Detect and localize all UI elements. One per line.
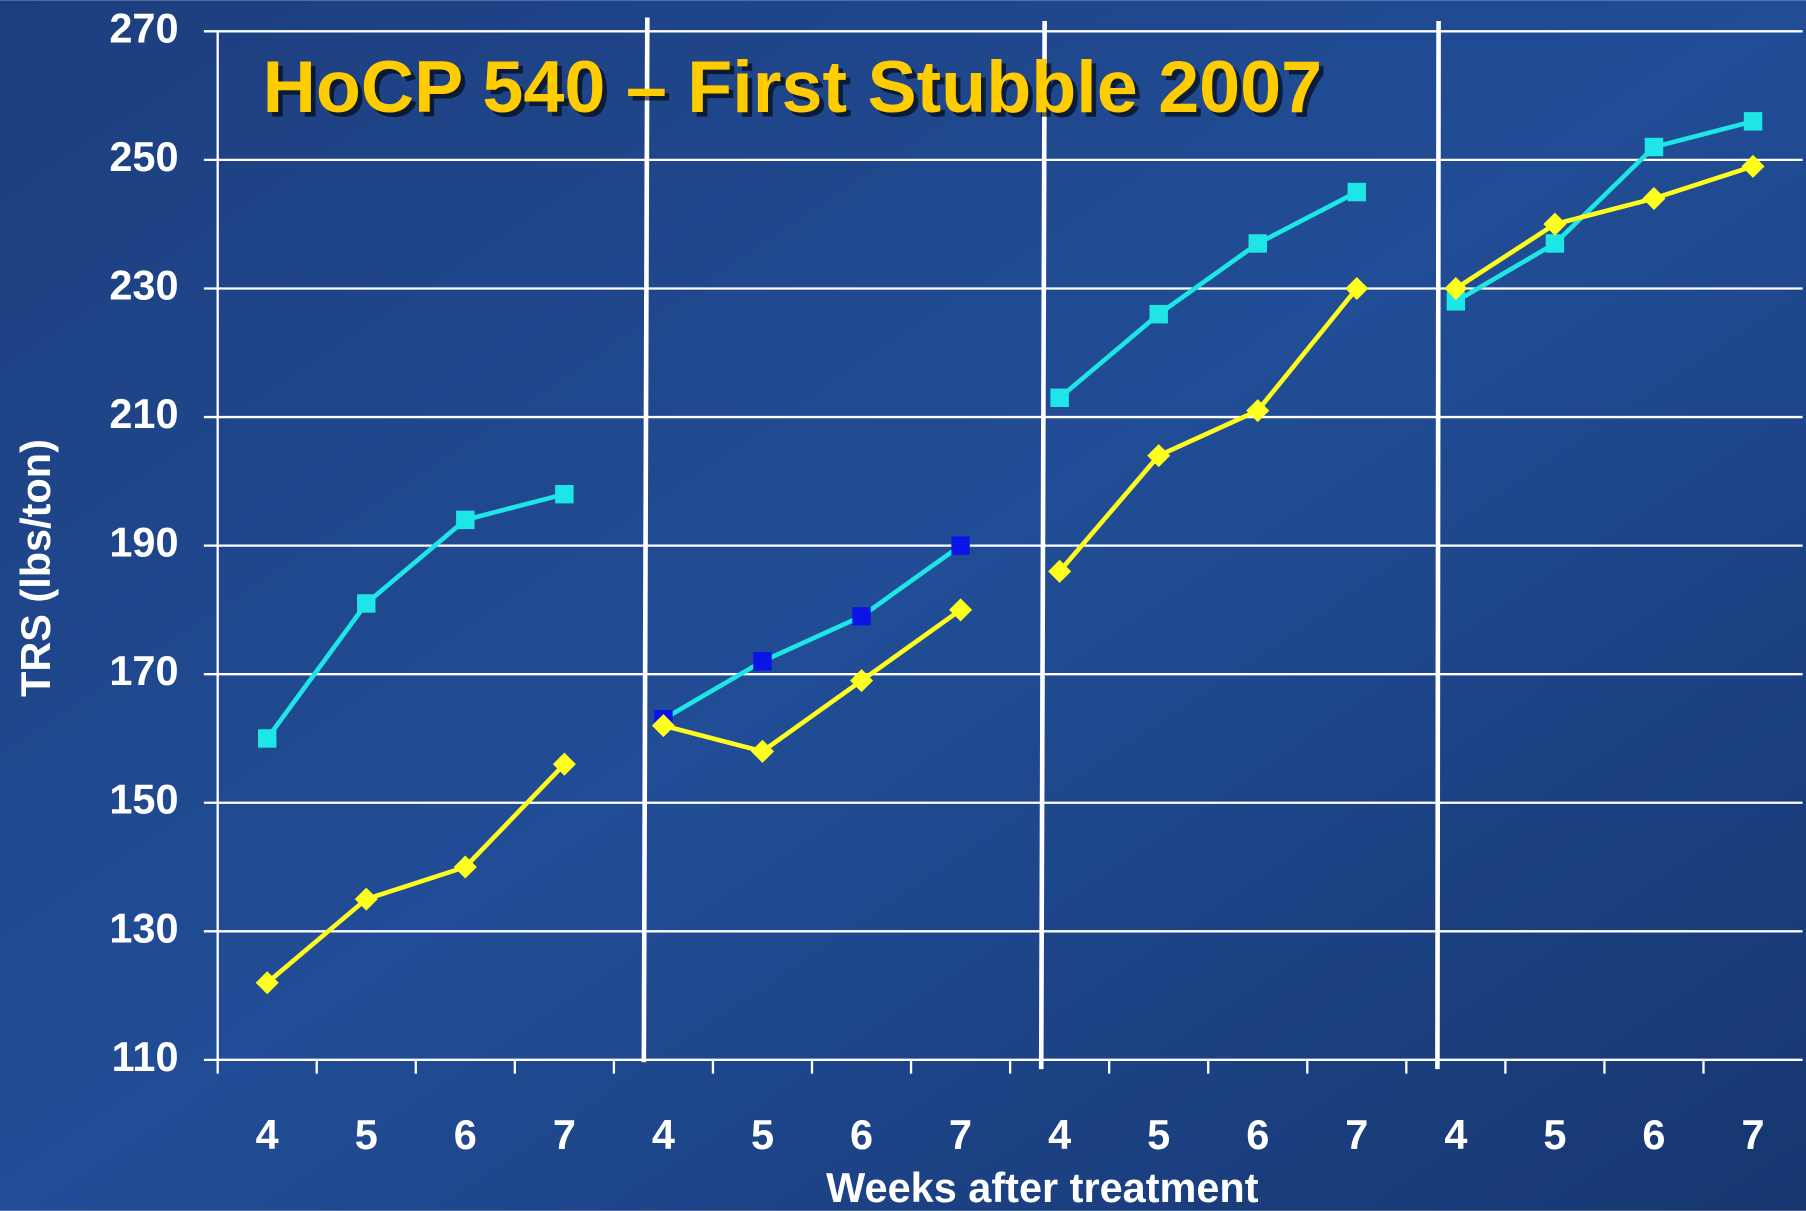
x-tick-label: 5	[1543, 1111, 1566, 1158]
square-marker	[1149, 304, 1168, 324]
x-axis-label: Weeks after treatment	[826, 1164, 1259, 1211]
series-line	[265, 762, 567, 985]
square-marker	[852, 607, 871, 626]
series-line	[1057, 287, 1359, 573]
x-tick-label: 4	[256, 1111, 279, 1158]
square-marker	[1743, 112, 1763, 131]
diamond-marker	[453, 855, 477, 879]
x-tick-label: 5	[1147, 1111, 1170, 1158]
x-tick-label: 6	[850, 1111, 873, 1158]
square-marker	[258, 729, 277, 748]
series-line	[1454, 164, 1754, 291]
diamond-marker	[354, 887, 378, 911]
y-tick-label: 250	[109, 133, 178, 180]
diamond-marker	[1246, 399, 1270, 423]
square-marker	[1248, 234, 1267, 253]
square-marker	[1050, 388, 1069, 407]
x-tick-label: 7	[553, 1111, 576, 1158]
chart-title: HoCP 540 – First Stubble 2007	[263, 45, 1323, 128]
diamond-marker	[1543, 212, 1567, 236]
square-marker	[555, 484, 574, 504]
group-divider	[641, 17, 650, 1063]
square-marker	[357, 594, 376, 613]
y-tick-label: 150	[109, 776, 178, 823]
y-tick-label: 270	[109, 4, 178, 51]
x-tick-label: 6	[454, 1111, 477, 1158]
title-shadow: HoCP 540 – First Stubble 2007	[267, 49, 1327, 132]
square-marker	[1644, 137, 1664, 157]
x-tick-label: 4	[652, 1111, 675, 1158]
diamond-marker	[1048, 559, 1072, 583]
y-tick-label: 190	[109, 519, 178, 566]
x-tick-label: 5	[355, 1111, 378, 1158]
diamond-marker	[850, 669, 874, 693]
y-tick-label: 110	[112, 1033, 179, 1080]
y-tick-label: 230	[109, 261, 178, 308]
series-line	[1058, 190, 1358, 400]
y-tick-label: 170	[109, 647, 178, 694]
x-tick-label: 7	[949, 1111, 972, 1158]
diamond-marker	[255, 971, 279, 995]
diamond-marker	[750, 739, 774, 763]
diamond-marker	[949, 598, 973, 622]
square-marker	[1446, 292, 1466, 311]
square-marker	[1545, 234, 1565, 253]
x-tick-label: 7	[1741, 1111, 1764, 1158]
x-tick-label: 4	[1048, 1111, 1071, 1158]
diamond-marker	[1741, 154, 1765, 178]
y-tick-label: 210	[109, 390, 178, 437]
square-marker	[456, 510, 475, 530]
series-line	[1454, 119, 1754, 304]
x-tick-label: 4	[1444, 1111, 1467, 1158]
y-axis-label: TRS (lbs/ton)	[12, 439, 59, 697]
square-marker	[753, 652, 772, 671]
square-marker	[1347, 182, 1367, 202]
x-tick-label: 6	[1246, 1111, 1269, 1158]
square-marker	[951, 536, 970, 555]
x-tick-label: 7	[1345, 1111, 1368, 1158]
diamond-marker	[552, 752, 576, 776]
series-line	[662, 608, 962, 754]
series-line	[662, 543, 962, 722]
y-tick-label: 130	[109, 904, 178, 951]
x-tick-label: 6	[1642, 1111, 1665, 1158]
series-line	[265, 491, 565, 740]
x-tick-label: 5	[751, 1111, 774, 1158]
diamond-marker	[1642, 186, 1666, 210]
